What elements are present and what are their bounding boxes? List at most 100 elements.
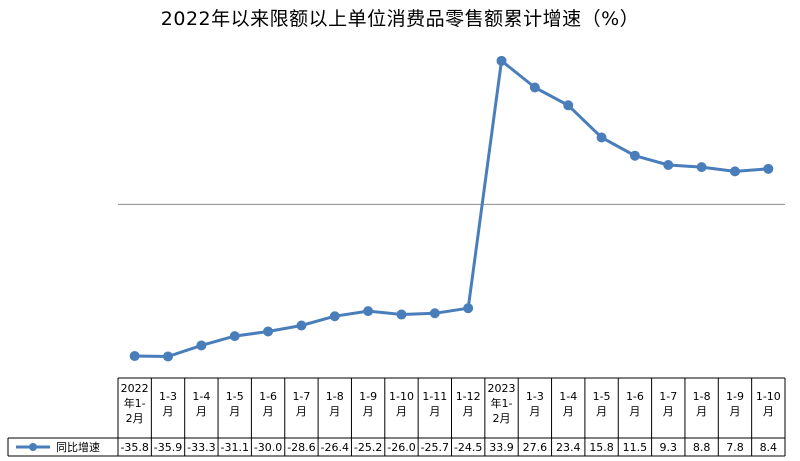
chart-title: 2022年以来限额以上单位消费品零售额累计增速（%） <box>160 8 640 30</box>
category-label: 1-8 月 <box>693 390 711 418</box>
data-label: -31.1 <box>220 441 248 454</box>
category-label-line: 月 <box>563 405 574 418</box>
category-label: 1-12 月 <box>456 390 481 418</box>
data-label: -26.0 <box>387 441 415 454</box>
data-table: 2022 年1-2月1-3 月1-4 月1-5 月1-6 月1-7 月1-8 月1-9 月1-1… <box>7 377 786 457</box>
category-label-line: 1-9 <box>359 390 377 403</box>
category-label: 1-3 月 <box>526 390 544 418</box>
series-markers <box>129 55 774 362</box>
data-label: 11.5 <box>623 441 648 454</box>
category-label-line: 月 <box>596 405 607 418</box>
category-label-line: 1-8 <box>326 390 344 403</box>
data-label: -25.7 <box>421 441 449 454</box>
category-label-line: 年1- <box>491 396 513 410</box>
category-label-line: 月 <box>329 405 340 418</box>
data-point <box>196 340 207 351</box>
category-label: 2023 年1- 2月 <box>488 382 516 425</box>
data-point <box>396 309 407 320</box>
category-label-line: 1-9 <box>726 390 744 403</box>
data-point <box>363 306 374 317</box>
category-label-line: 2022 <box>121 382 149 395</box>
data-label: -35.9 <box>154 441 182 454</box>
category-label-line: 月 <box>529 405 540 418</box>
category-label: 1-4 月 <box>559 390 577 418</box>
category-label: 1-10 月 <box>389 390 414 418</box>
category-label: 1-5 月 <box>226 390 244 418</box>
data-label: -33.3 <box>187 441 215 454</box>
category-label-line: 1-10 <box>756 390 781 403</box>
category-label-line: 月 <box>396 405 407 418</box>
data-label: 15.8 <box>589 441 614 454</box>
category-label-line: 月 <box>229 405 240 418</box>
data-point <box>263 326 274 337</box>
data-label: -26.4 <box>321 441 349 454</box>
data-label: 27.6 <box>523 441 548 454</box>
data-point <box>729 166 740 177</box>
category-label-line: 年1- <box>124 396 146 410</box>
data-label: -35.8 <box>120 441 148 454</box>
category-label: 1-11 月 <box>422 390 447 418</box>
category-label-line: 月 <box>629 405 640 418</box>
category-label-line: 1-7 <box>659 390 677 403</box>
category-label-line: 2月 <box>126 412 144 425</box>
category-label-line: 月 <box>163 405 174 418</box>
category-label-line: 2月 <box>493 412 511 425</box>
category-label-line: 1-5 <box>226 390 244 403</box>
data-label: -24.5 <box>454 441 482 454</box>
data-point <box>563 100 574 111</box>
category-label: 1-8 月 <box>326 390 344 418</box>
data-label: 33.9 <box>489 441 514 454</box>
category-label-line: 月 <box>696 405 707 418</box>
category-label: 1-9 月 <box>726 390 744 418</box>
category-label-line: 2023 <box>488 382 516 395</box>
data-label: 8.4 <box>760 441 778 454</box>
category-label-line: 月 <box>729 405 740 418</box>
category-label-line: 1-7 <box>292 390 310 403</box>
data-point <box>129 351 140 362</box>
category-label-line: 1-4 <box>559 390 577 403</box>
category-label-line: 月 <box>763 405 774 418</box>
data-point <box>663 160 674 171</box>
data-label: 23.4 <box>556 441 581 454</box>
data-label: 9.3 <box>660 441 678 454</box>
series-line <box>134 59 769 358</box>
category-label-line: 1-4 <box>192 390 210 403</box>
data-label: -30.0 <box>254 441 282 454</box>
category-label-line: 月 <box>363 405 374 418</box>
category-label-line: 月 <box>296 405 307 418</box>
data-point <box>163 351 174 362</box>
category-label-line: 月 <box>663 405 674 418</box>
category-label-line: 1-5 <box>593 390 611 403</box>
legend-marker <box>29 443 37 451</box>
data-label: -28.6 <box>287 441 315 454</box>
data-point <box>763 163 774 174</box>
category-label-line: 1-11 <box>422 390 447 403</box>
category-label: 1-6 月 <box>259 390 277 418</box>
category-label: 1-9 月 <box>359 390 377 418</box>
category-label: 1-7 月 <box>659 390 677 418</box>
category-label: 2022 年1- 2月 <box>121 382 149 425</box>
category-label-line: 1-8 <box>693 390 711 403</box>
category-label-line: 1-10 <box>389 390 414 403</box>
data-point <box>463 303 474 314</box>
category-label-line: 月 <box>263 405 274 418</box>
category-label-line: 月 <box>196 405 207 418</box>
data-point <box>496 55 507 66</box>
category-label-line: 月 <box>429 405 440 418</box>
category-label-line: 1-3 <box>526 390 544 403</box>
data-point <box>696 162 707 173</box>
category-label: 1-4 月 <box>192 390 210 418</box>
category-label: 1-10 月 <box>756 390 781 418</box>
data-point <box>529 82 540 93</box>
category-label-line: 1-12 <box>456 390 481 403</box>
legend-label: 同比增速 <box>56 440 100 454</box>
category-label-line: 月 <box>463 405 474 418</box>
data-point <box>229 331 240 342</box>
data-label: 8.8 <box>693 441 711 454</box>
category-label-line: 1-6 <box>259 390 277 403</box>
category-label: 1-6 月 <box>626 390 644 418</box>
data-point <box>596 132 607 143</box>
data-point <box>296 320 307 331</box>
category-label: 1-3 月 <box>159 390 177 418</box>
